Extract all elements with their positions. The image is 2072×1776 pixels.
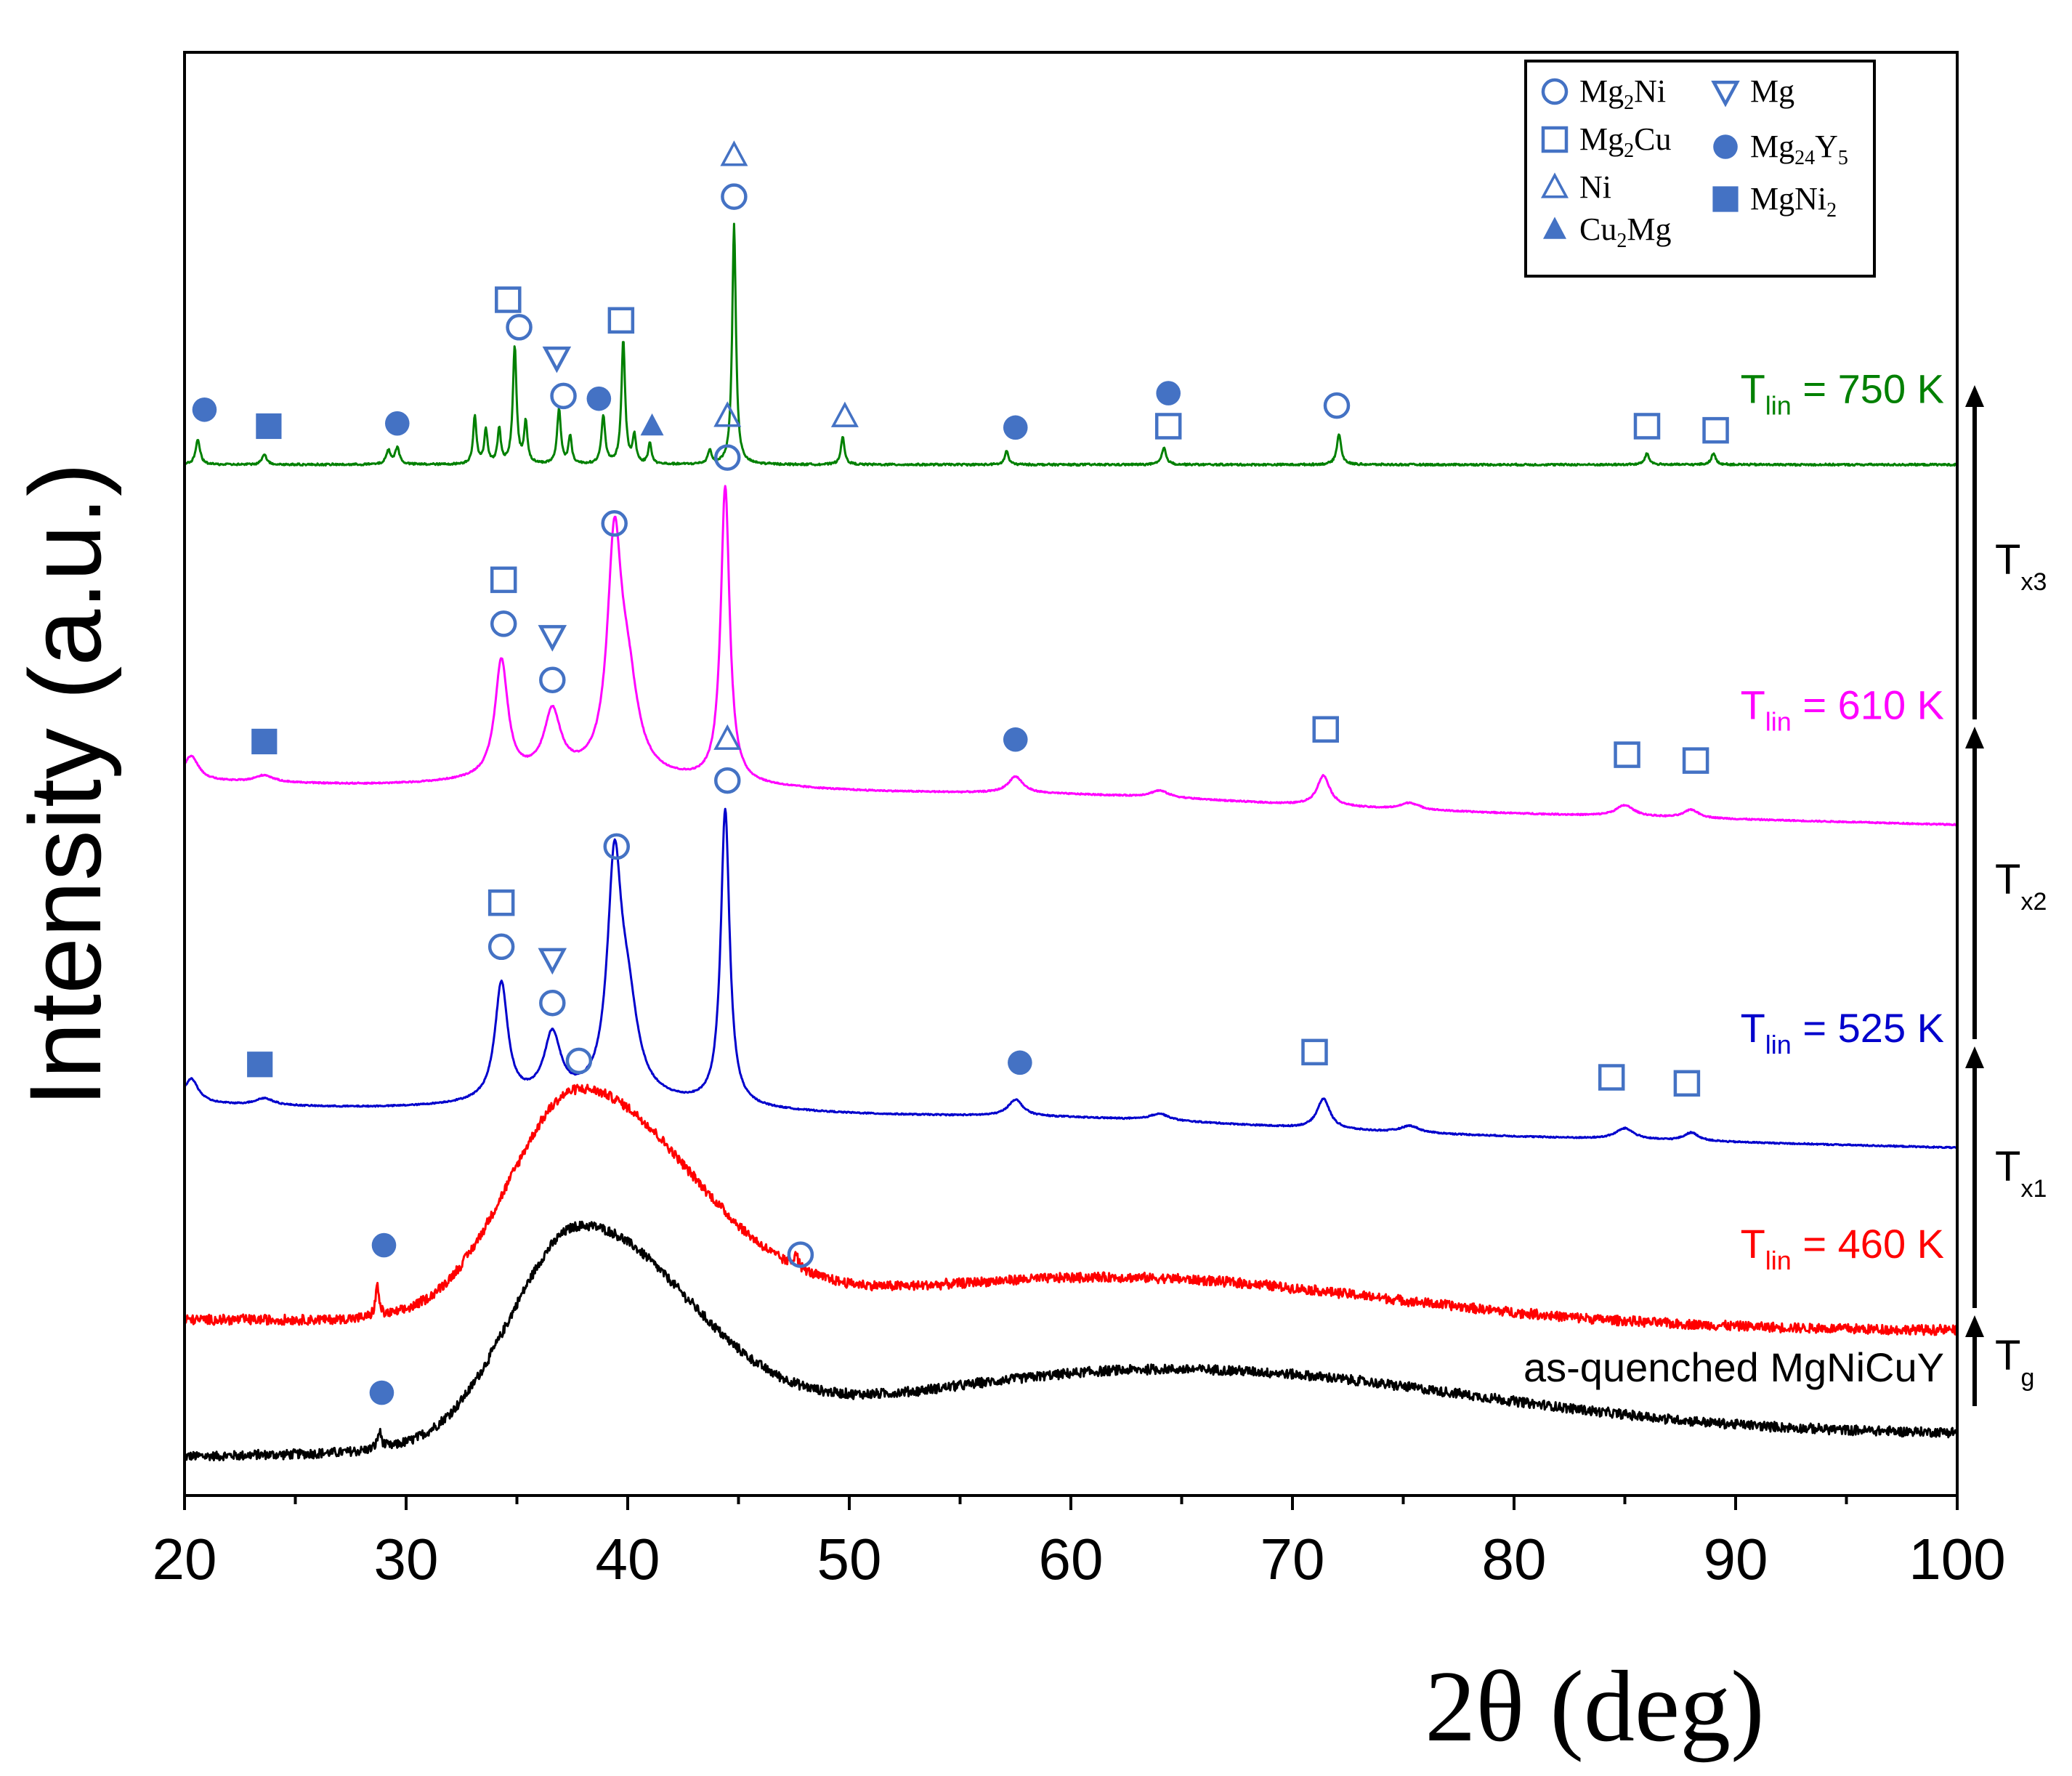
legend-square-filled-icon xyxy=(1712,186,1739,212)
marker-circle-open xyxy=(539,989,566,1017)
x-tick-label: 40 xyxy=(596,1527,660,1591)
marker-square-open xyxy=(1702,416,1729,444)
step-label: Tx1 xyxy=(1995,1143,2047,1203)
trace-1 xyxy=(183,1083,1959,1336)
x-tick-label: 80 xyxy=(1482,1527,1547,1591)
marker-circle-open xyxy=(603,833,630,860)
marker-square-open xyxy=(1633,413,1661,440)
marker-square-open xyxy=(1598,1064,1625,1091)
x-tick-label: 50 xyxy=(817,1527,882,1591)
legend-entry-label: MgNi2 xyxy=(1750,181,1837,222)
legend-entry-label: Mg2Cu xyxy=(1579,121,1671,162)
marker-circle-filled xyxy=(369,1380,394,1405)
marker-circle-filled xyxy=(371,1232,397,1258)
x-tick-label: 100 xyxy=(1909,1527,2005,1591)
marker-circle-open xyxy=(714,767,741,794)
x-tick-label: 30 xyxy=(374,1527,439,1591)
marker-circle-open xyxy=(487,933,515,961)
series-labels: as-quenched MgNiCuY Tlin = 460 K Tlin = 52… xyxy=(1523,366,1944,1390)
marker-square-open xyxy=(1301,1038,1328,1066)
marker-circle-open xyxy=(550,382,577,410)
marker-square-open xyxy=(490,566,517,594)
marker-circle-filled xyxy=(192,397,217,422)
marker-triangle-up-filled xyxy=(640,413,664,436)
legend-circle-filled-icon xyxy=(1713,134,1738,159)
x-tick-label: 70 xyxy=(1260,1527,1325,1591)
legend-entry-label: Cu2Mg xyxy=(1579,211,1671,252)
marker-triangle-up-open xyxy=(720,140,748,166)
trace-3 xyxy=(183,485,1958,827)
marker-square-open xyxy=(607,307,635,334)
marker-square-open xyxy=(487,889,515,916)
trace-4 xyxy=(184,222,1958,467)
marker-circle-filled xyxy=(586,386,612,411)
marker-circle-filled xyxy=(1156,381,1181,405)
legend-triangle-down-open-icon xyxy=(1711,80,1740,108)
x-tick-label: 20 xyxy=(153,1527,217,1591)
legend-entry-label: Mg24Y5 xyxy=(1750,129,1848,169)
marker-square-open xyxy=(1682,747,1709,774)
x-axis-title: 2θ (deg) xyxy=(1425,1650,1764,1763)
legend-triangle-up-filled-icon xyxy=(1543,217,1566,239)
series-label-2: Tlin = 525 K xyxy=(1741,1005,1944,1059)
marker-circle-filled xyxy=(1003,727,1028,752)
marker-square-open xyxy=(1614,741,1640,768)
series-label-0: as-quenched MgNiCuY xyxy=(1523,1344,1944,1390)
marker-triangle-up-open xyxy=(830,401,859,427)
marker-circle-open xyxy=(565,1047,593,1075)
phase-markers xyxy=(192,140,1729,1405)
marker-square-filled xyxy=(256,413,282,440)
y-axis-title: Intensity (a.u.) xyxy=(8,462,122,1107)
step-label: Tx3 xyxy=(1995,536,2047,596)
step-label: Tx2 xyxy=(1995,856,2047,916)
step-arrow-head-icon xyxy=(1965,1315,1984,1337)
series-label-4: Tlin = 750 K xyxy=(1741,366,1944,420)
marker-triangle-up-open xyxy=(713,724,742,750)
legend-entry-label: Mg2Ni xyxy=(1579,73,1666,114)
marker-circle-filled xyxy=(1003,415,1028,440)
marker-triangle-down-open xyxy=(538,948,567,975)
marker-triangle-down-open xyxy=(542,346,572,374)
marker-circle-open xyxy=(721,183,748,210)
marker-square-filled xyxy=(247,1052,273,1078)
legend-box xyxy=(1524,60,1876,278)
marker-square-open xyxy=(1154,413,1182,440)
step-label: Tg xyxy=(1995,1332,2034,1392)
marker-circle-filled xyxy=(1008,1050,1032,1075)
marker-square-open xyxy=(1673,1070,1701,1097)
temperature-steps: Tg Tx1 Tx2 Tx3 xyxy=(1965,385,2047,1406)
series-traces xyxy=(183,222,1959,1461)
marker-circle-open xyxy=(539,666,566,693)
legend-square-open-icon xyxy=(1541,126,1569,153)
step-arrow-head-icon xyxy=(1965,385,1984,407)
marker-circle-open xyxy=(490,610,517,637)
x-tick-label: 60 xyxy=(1039,1527,1104,1591)
step-arrow-head-icon xyxy=(1965,727,1984,748)
marker-square-open xyxy=(495,286,522,313)
series-label-1: Tlin = 460 K xyxy=(1741,1221,1944,1275)
marker-square-filled xyxy=(251,728,278,755)
marker-triangle-down-open xyxy=(538,625,567,652)
x-tick-label: 90 xyxy=(1704,1527,1768,1591)
marker-circle-open xyxy=(714,444,741,471)
marker-circle-open xyxy=(506,314,533,341)
trace-0 xyxy=(184,1220,1959,1461)
legend-entry-label: Ni xyxy=(1579,169,1611,205)
marker-circle-filled xyxy=(385,411,410,436)
x-axis: 20 30 40 50 60 70 80 90 100 xyxy=(153,1496,2006,1591)
legend-entry-label: Mg xyxy=(1750,73,1794,109)
marker-square-open xyxy=(1312,716,1339,743)
series-label-3: Tlin = 610 K xyxy=(1741,682,1944,736)
legend-circle-open-icon xyxy=(1541,78,1569,105)
marker-circle-open xyxy=(787,1241,814,1268)
marker-circle-open xyxy=(601,510,628,537)
trace-2 xyxy=(183,807,1959,1150)
step-arrow-head-icon xyxy=(1965,1046,1984,1068)
legend-triangle-up-open-icon xyxy=(1540,172,1569,198)
marker-circle-open xyxy=(1323,392,1351,419)
legend: Mg2Ni Mg2Cu Ni Cu2Mg Mg Mg24Y5 MgNi2 xyxy=(1524,60,1876,278)
marker-triangle-up-open xyxy=(713,401,742,427)
